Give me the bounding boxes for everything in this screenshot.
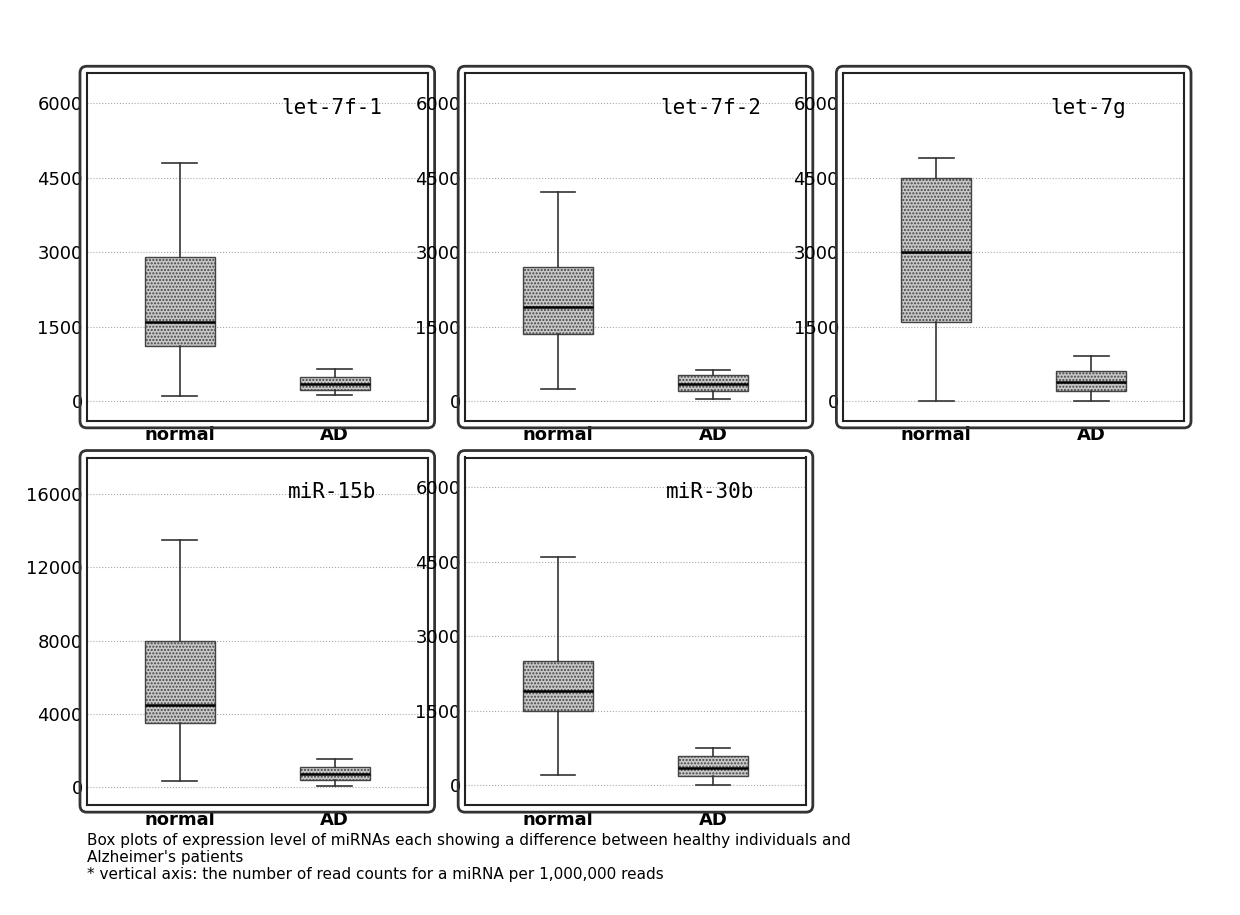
PathPatch shape	[145, 257, 215, 347]
PathPatch shape	[678, 375, 748, 391]
PathPatch shape	[145, 640, 215, 723]
Text: Box plots of expression level of miRNAs each showing a difference between health: Box plots of expression level of miRNAs …	[87, 833, 851, 882]
Text: miR-15b: miR-15b	[288, 482, 377, 501]
PathPatch shape	[523, 267, 593, 334]
PathPatch shape	[523, 662, 593, 711]
Text: let-7f-1: let-7f-1	[281, 98, 383, 117]
PathPatch shape	[300, 767, 370, 780]
PathPatch shape	[300, 377, 370, 390]
PathPatch shape	[1056, 371, 1126, 391]
Text: let-7g: let-7g	[1050, 98, 1127, 117]
PathPatch shape	[901, 178, 971, 321]
Text: miR-30b: miR-30b	[666, 482, 755, 501]
PathPatch shape	[678, 756, 748, 777]
Text: let-7f-2: let-7f-2	[660, 98, 761, 117]
